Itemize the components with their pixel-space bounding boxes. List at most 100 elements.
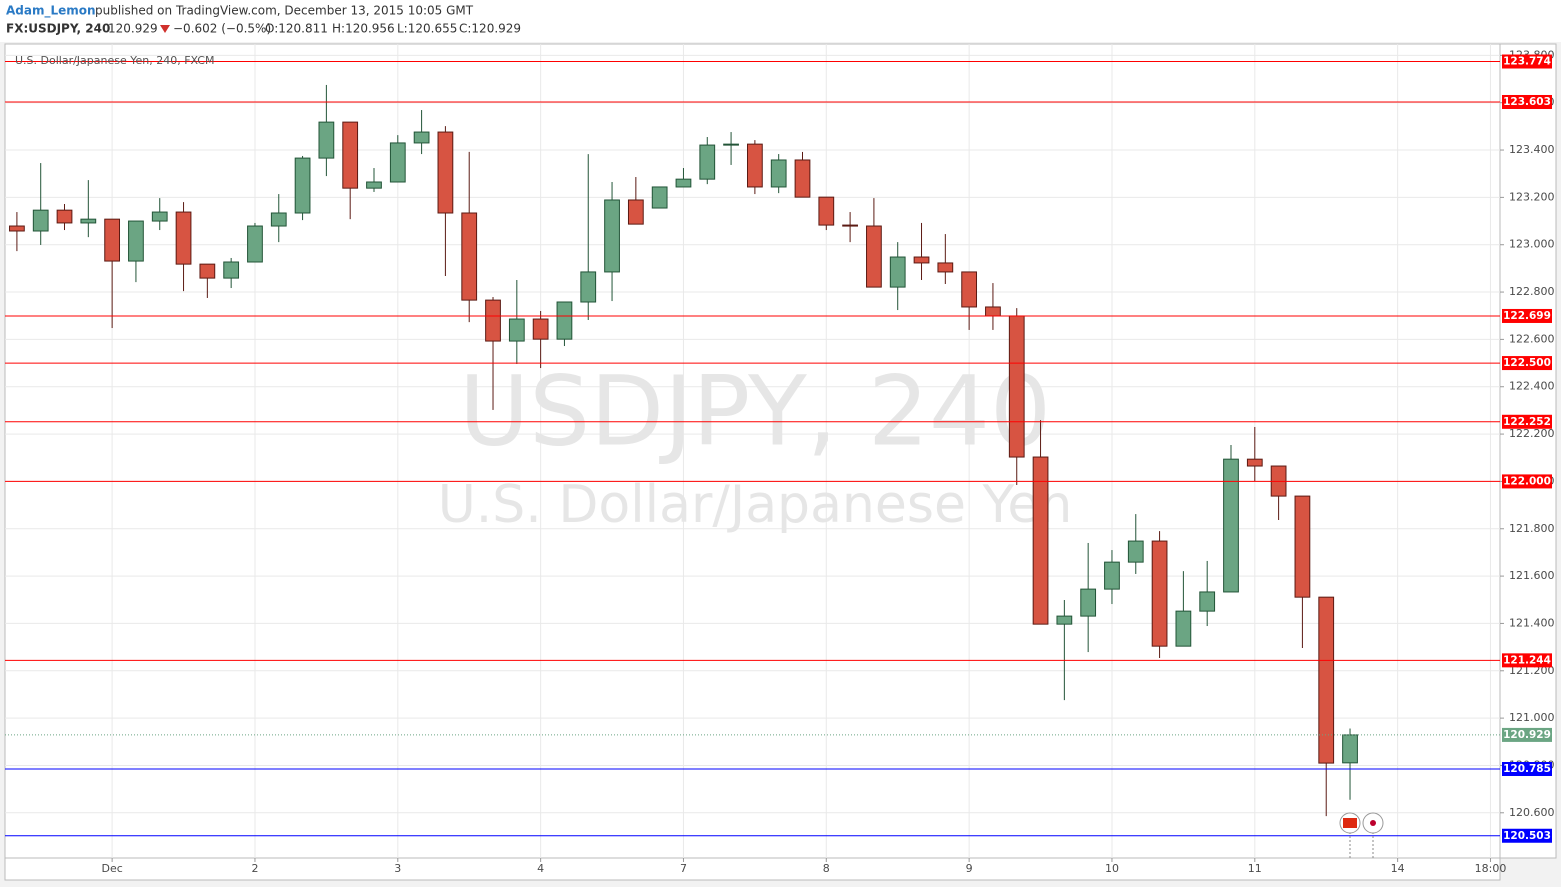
price: 120.929: [108, 22, 158, 36]
candle-body: [699, 144, 716, 180]
y-tick-label: 121.400: [1509, 616, 1555, 629]
level-label-bg: [1502, 308, 1552, 323]
candle-body: [747, 143, 763, 188]
candle-body: [1056, 615, 1073, 625]
candle-body: [937, 262, 954, 273]
candle-body: [294, 157, 311, 214]
y-tick-label: 120.600: [1509, 806, 1555, 819]
candle-body: [1008, 315, 1025, 458]
flag-icon: [1343, 818, 1357, 828]
author[interactable]: Adam_Lemon: [6, 4, 96, 19]
level-label-bg: [1502, 762, 1552, 777]
x-tick-label: 4: [537, 862, 544, 875]
x-tick-label: 18:00: [1475, 862, 1507, 875]
candle-body: [9, 225, 25, 232]
candle-body: [866, 225, 882, 288]
x-tick-label: 3: [394, 862, 401, 875]
candle-body: [1151, 540, 1168, 647]
candle-body: [1223, 458, 1239, 593]
flag-icon: [1370, 820, 1376, 826]
candle-body: [1127, 540, 1144, 563]
ohlc: C:120.929: [459, 22, 521, 36]
candle-body: [175, 211, 192, 265]
candle-body: [461, 212, 478, 301]
level-label: 122.252: [1503, 416, 1551, 428]
last-price-bg: [1502, 727, 1552, 742]
x-tick-label: 9: [966, 862, 973, 875]
candle-body: [556, 301, 573, 340]
candle-body: [32, 209, 49, 232]
candle-body: [485, 299, 501, 342]
last-price-label: 120.929: [1503, 729, 1551, 741]
candle-body: [723, 143, 739, 146]
price-axis: [1499, 43, 1557, 859]
y-tick-label: 123.000: [1509, 238, 1555, 251]
candle-body: [961, 271, 978, 308]
candle-body: [604, 199, 620, 273]
x-tick-label: 10: [1105, 862, 1119, 875]
candle-body: [675, 178, 692, 188]
watermark: USDJPY, 240: [459, 355, 1051, 467]
candle-body: [580, 271, 597, 303]
candle-body: [437, 131, 454, 214]
candle-body: [1199, 591, 1216, 612]
candle-body: [413, 131, 430, 144]
candle-body: [770, 159, 787, 188]
y-tick-label: 122.800: [1509, 285, 1555, 298]
level-label: 122.699: [1503, 310, 1551, 322]
level-label-bg: [1502, 54, 1552, 69]
candle-body: [651, 186, 668, 209]
candle-body: [247, 225, 263, 263]
x-tick-label: 8: [823, 862, 830, 875]
candle-body: [80, 218, 97, 224]
x-tick-label: 2: [251, 862, 258, 875]
candle-body: [151, 211, 168, 222]
candle-body: [818, 196, 835, 226]
candle-body: [1104, 561, 1120, 590]
time-axis: [4, 857, 1501, 881]
watermark: U.S. Dollar/Japanese Yen: [438, 475, 1073, 535]
chart-title: U.S. Dollar/Japanese Yen, 240, FXCM: [15, 54, 214, 67]
y-tick-label: 122.200: [1509, 427, 1555, 440]
ohlc: H:120.956: [332, 22, 395, 36]
level-label: 121.244: [1503, 654, 1551, 666]
candle-body: [508, 318, 525, 342]
candle-body: [1246, 458, 1263, 467]
down-arrow: [160, 25, 170, 33]
level-label: 122.000: [1503, 475, 1551, 487]
x-tick-label: 14: [1391, 862, 1405, 875]
candle-body: [627, 199, 644, 225]
candle-body: [318, 121, 335, 159]
y-tick-label: 121.600: [1509, 569, 1555, 582]
level-label-bg: [1502, 653, 1552, 668]
candle-body: [366, 181, 382, 189]
level-label-bg: [1502, 94, 1552, 109]
candle-body: [794, 159, 811, 198]
y-tick-label: 121.000: [1509, 711, 1555, 724]
level-label: 120.785: [1503, 763, 1551, 775]
level-label-bg: [1502, 356, 1552, 371]
level-label-bg: [1502, 414, 1552, 429]
y-tick-label: 123.200: [1509, 190, 1555, 203]
ohlc: O:120.811: [265, 22, 328, 36]
y-tick-label: 123.400: [1509, 143, 1555, 156]
candle-body: [342, 121, 359, 189]
candle-body: [199, 263, 216, 279]
symbol: FX:USDJPY, 240: [6, 22, 110, 36]
change: −0.602 (−0.5%): [173, 22, 271, 36]
x-tick-label: 7: [680, 862, 687, 875]
candle-body: [270, 212, 287, 227]
level-label-bg: [1502, 828, 1552, 843]
level-label: 123.774: [1503, 56, 1551, 68]
candle-body: [56, 209, 73, 224]
candle-body: [985, 306, 1001, 317]
x-tick-label: Dec: [101, 862, 122, 875]
candle-body: [913, 256, 930, 264]
level-label: 123.603: [1503, 96, 1551, 108]
ohlc: L:120.655: [397, 22, 457, 36]
y-tick-label: 122.600: [1509, 332, 1555, 345]
published: published on TradingView.com, December 1…: [95, 4, 474, 18]
level-label-bg: [1502, 474, 1552, 489]
candle-body: [1032, 456, 1049, 625]
